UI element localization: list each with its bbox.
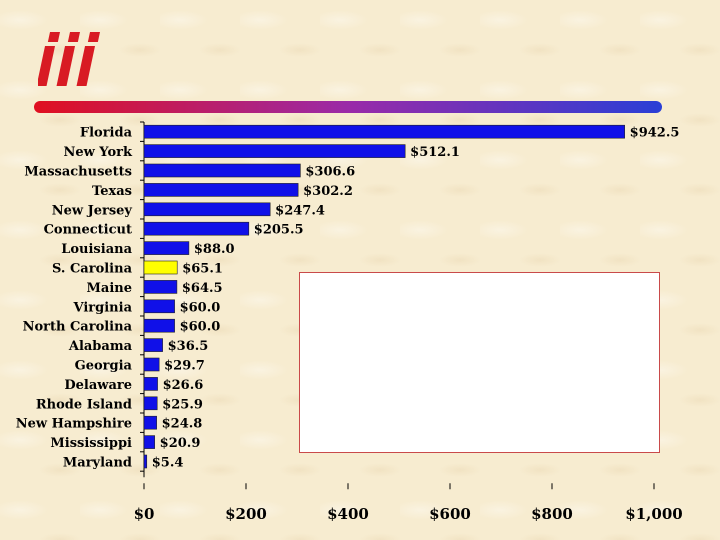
bar xyxy=(143,396,158,411)
bar xyxy=(143,338,163,352)
x-tick-label: $800 xyxy=(531,505,573,523)
category-labels: Florida New York Massachusetts Texas New Jer… xyxy=(16,126,133,471)
value-label: $60.0 xyxy=(180,300,221,315)
x-tick-label: $1,000 xyxy=(625,505,682,523)
value-label: $29.7 xyxy=(164,359,205,374)
x-tick-labels: $0 $200 $400 $600 $800 $1,000 xyxy=(134,505,683,523)
bar xyxy=(143,318,175,333)
category-label: Delaware xyxy=(64,378,132,393)
category-label: Maryland xyxy=(63,456,132,471)
bar xyxy=(143,454,148,469)
bar xyxy=(143,221,250,236)
value-label: $306.6 xyxy=(305,165,355,180)
value-label: $24.8 xyxy=(162,417,203,432)
bar xyxy=(143,299,175,314)
bar xyxy=(143,357,160,372)
iii-logo xyxy=(38,32,100,86)
bar xyxy=(143,144,406,158)
category-label: Rhode Island xyxy=(36,397,132,412)
x-tick-label: $400 xyxy=(327,505,369,523)
value-label: $942.5 xyxy=(630,126,680,141)
bar xyxy=(143,183,299,197)
bar xyxy=(143,163,301,178)
value-label: $60.0 xyxy=(180,320,221,335)
bar xyxy=(143,202,271,217)
category-label: Mississippi xyxy=(50,436,132,451)
category-label: Texas xyxy=(92,184,132,199)
value-label: $65.1 xyxy=(182,262,223,277)
bar xyxy=(143,241,190,255)
value-label: $512.1 xyxy=(410,145,460,160)
category-label: New York xyxy=(63,145,133,160)
value-label: $64.5 xyxy=(182,281,223,296)
title-divider-bar xyxy=(34,101,662,113)
x-tick-label: $600 xyxy=(429,505,471,523)
category-label: Florida xyxy=(80,126,133,141)
bar xyxy=(143,124,625,139)
value-label: $247.4 xyxy=(275,203,325,218)
chart-bars xyxy=(143,124,625,469)
value-label: $205.5 xyxy=(254,223,304,238)
bar xyxy=(143,280,178,294)
value-label: $302.2 xyxy=(303,184,353,199)
value-label: $20.9 xyxy=(160,436,201,451)
category-label: North Carolina xyxy=(23,320,133,335)
category-label: New Hampshire xyxy=(16,417,132,432)
value-label: $26.6 xyxy=(163,378,204,393)
value-label: $5.4 xyxy=(152,456,184,471)
category-label: S. Carolina xyxy=(52,262,133,277)
value-label: $25.9 xyxy=(162,397,203,412)
bar xyxy=(143,415,157,430)
value-labels: $942.5 $512.1 $306.6 $302.2 $247.4 $205.5 $88.… xyxy=(152,126,680,471)
value-label: $36.5 xyxy=(168,339,209,354)
category-label: Maine xyxy=(87,281,132,296)
bar xyxy=(143,435,155,449)
x-tick-label: $0 xyxy=(134,505,155,523)
category-label: New Jersey xyxy=(52,203,133,218)
category-label: Virginia xyxy=(73,300,133,315)
category-label: Massachusetts xyxy=(24,165,132,180)
category-label: Connecticut xyxy=(44,223,132,238)
category-label: Georgia xyxy=(75,359,133,374)
bar xyxy=(143,260,178,275)
blank-overlay-box xyxy=(299,272,660,453)
category-label: Alabama xyxy=(68,339,133,354)
category-label: Louisiana xyxy=(61,242,132,257)
value-label: $88.0 xyxy=(194,242,235,257)
bar xyxy=(143,377,158,391)
x-tick-label: $200 xyxy=(225,505,267,523)
